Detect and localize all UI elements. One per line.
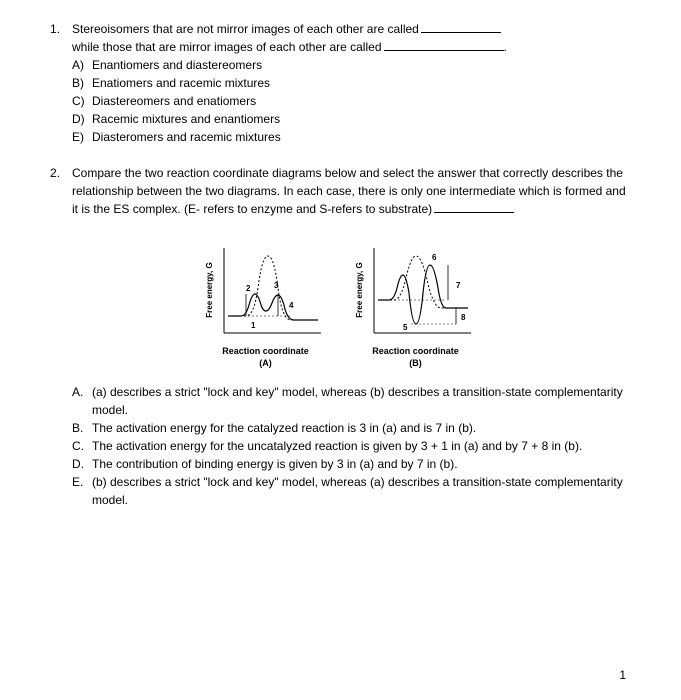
q2-body: Compare the two reaction coordinate diag… (72, 164, 631, 218)
q2-option-D: D.The contribution of binding energy is … (50, 455, 631, 473)
q1-body: Stereoisomers that are not mirror images… (72, 20, 631, 56)
q1-option-C: C)Diastereomers and enatiomers (50, 92, 631, 110)
q1-option-B: B)Enatiomers and racemic mixtures (50, 74, 631, 92)
diag-A-num2: 2 (246, 284, 251, 293)
opt-label: A) (72, 56, 92, 74)
diag-B-num6: 6 (432, 253, 437, 262)
opt-label: C) (72, 92, 92, 110)
q1-blank1 (421, 32, 501, 33)
q1-option-D: D)Racemic mixtures and enantiomers (50, 110, 631, 128)
opt-text: Enatiomers and racemic mixtures (92, 76, 270, 90)
diagram-B-wrap: Free energy, G 6 7 5 8 Reaction coordi (356, 238, 476, 368)
q2-option-C: C.The activation energy for the uncataly… (50, 437, 631, 455)
question-2: 2. Compare the two reaction coordinate d… (50, 164, 631, 509)
diag-A-num3: 3 (274, 281, 279, 290)
q1-option-E: E)Diasteromers and racemic mixtures (50, 128, 631, 146)
sub-A: (A) (206, 358, 326, 368)
opt-label: C. (72, 437, 92, 455)
opt-label: D) (72, 110, 92, 128)
q2-option-A: A.(a) describes a strict "lock and key" … (50, 383, 631, 419)
opt-label: A. (72, 383, 92, 419)
ylabel-A: Free energy, G (206, 262, 214, 317)
diagram-A: Free energy, G 2 3 1 4 (206, 238, 326, 343)
q2-text: Compare the two reaction coordinate diag… (72, 166, 626, 216)
opt-text: Diastereomers and enatiomers (92, 94, 256, 108)
sub-B: (B) (356, 358, 476, 368)
q2-blank (434, 212, 514, 213)
opt-label: E) (72, 128, 92, 146)
q1-number: 1. (50, 20, 72, 56)
q2-option-E: E.(b) describes a strict "lock and key" … (50, 473, 631, 509)
diag-B-num7: 7 (456, 281, 461, 290)
diag-A-num1: 1 (251, 321, 256, 330)
opt-text: Racemic mixtures and enantiomers (92, 112, 280, 126)
q2-stem: 2. Compare the two reaction coordinate d… (50, 164, 631, 218)
q2-option-B: B.The activation energy for the catalyze… (50, 419, 631, 437)
opt-label: B. (72, 419, 92, 437)
opt-label: B) (72, 74, 92, 92)
opt-text: The activation energy for the catalyzed … (92, 419, 631, 437)
opt-text: The contribution of binding energy is gi… (92, 455, 631, 473)
diagram-A-wrap: Free energy, G 2 3 1 4 Reaction coordina… (206, 238, 326, 368)
diag-A-num4: 4 (289, 301, 294, 310)
diag-B-num5: 5 (403, 323, 408, 332)
opt-label: D. (72, 455, 92, 473)
question-1: 1. Stereoisomers that are not mirror ima… (50, 20, 631, 146)
ylabel-B: Free energy, G (356, 262, 364, 317)
opt-text: (b) describes a strict "lock and key" mo… (92, 473, 631, 509)
q2-number: 2. (50, 164, 72, 218)
page-number: 1 (619, 668, 626, 682)
opt-text: (a) describes a strict "lock and key" mo… (92, 383, 631, 419)
diagram-row: Free energy, G 2 3 1 4 Reaction coordina… (50, 238, 631, 368)
q1-blank2 (384, 50, 504, 51)
opt-text: Enantiomers and diastereomers (92, 58, 262, 72)
opt-text: Diasteromers and racemic mixtures (92, 130, 281, 144)
opt-text: The activation energy for the uncatalyze… (92, 437, 631, 455)
xlabel-A: Reaction coordinate (206, 346, 326, 356)
q1-line2: while those that are mirror images of ea… (72, 40, 382, 54)
q1-option-A: A)Enantiomers and diastereomers (50, 56, 631, 74)
xlabel-B: Reaction coordinate (356, 346, 476, 356)
diag-B-num8: 8 (461, 313, 466, 322)
q1-stem: 1. Stereoisomers that are not mirror ima… (50, 20, 631, 56)
q1-line1: Stereoisomers that are not mirror images… (72, 22, 419, 36)
opt-label: E. (72, 473, 92, 509)
diagram-B: Free energy, G 6 7 5 8 (356, 238, 476, 343)
